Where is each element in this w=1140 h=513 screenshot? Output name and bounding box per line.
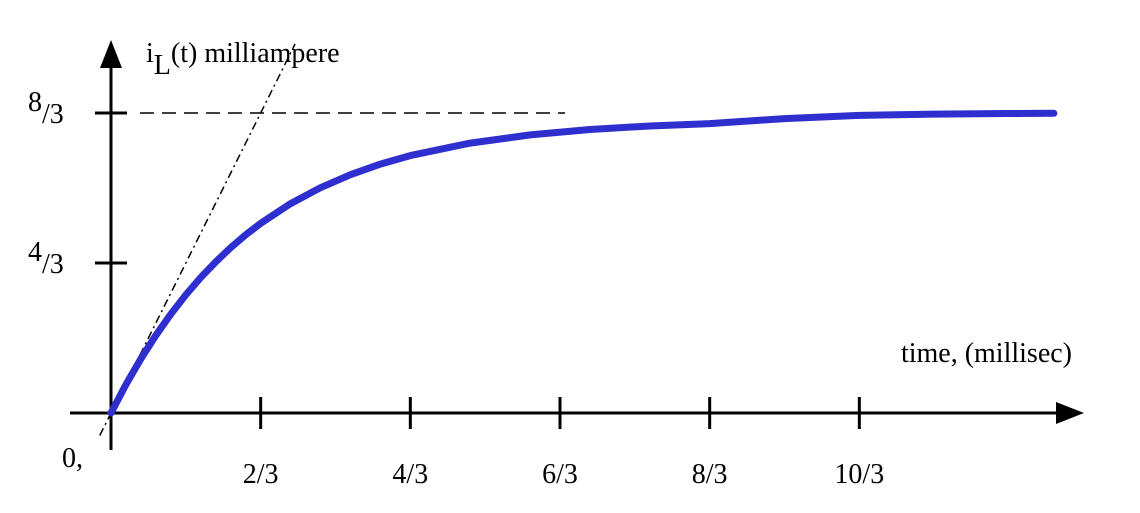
current-curve [107, 109, 1058, 417]
ticks: 2/3 4/3 6/3 8/3 10/3 4/3 8/3 [28, 87, 884, 490]
x-tick-label: 2/3 [243, 459, 279, 490]
x-axis-label: time, (millisec) [901, 338, 1072, 369]
x-tick-label: 10/3 [834, 459, 884, 490]
x-tick-label: 6/3 [542, 459, 578, 490]
y-tick-label: 4/3 [28, 237, 64, 280]
y-axis-label: iL(t) milliampere [146, 38, 340, 81]
origin-label: 0, [62, 443, 83, 474]
x-tick-label: 8/3 [692, 459, 728, 490]
y-axis-arrowhead [100, 40, 122, 68]
axes [70, 40, 1084, 450]
curve-layer [107, 109, 1058, 417]
guide-lines [99, 43, 565, 436]
x-tick-label: 4/3 [392, 459, 428, 490]
x-axis-arrowhead [1056, 402, 1084, 424]
y-tick-label: 8/3 [28, 87, 64, 130]
